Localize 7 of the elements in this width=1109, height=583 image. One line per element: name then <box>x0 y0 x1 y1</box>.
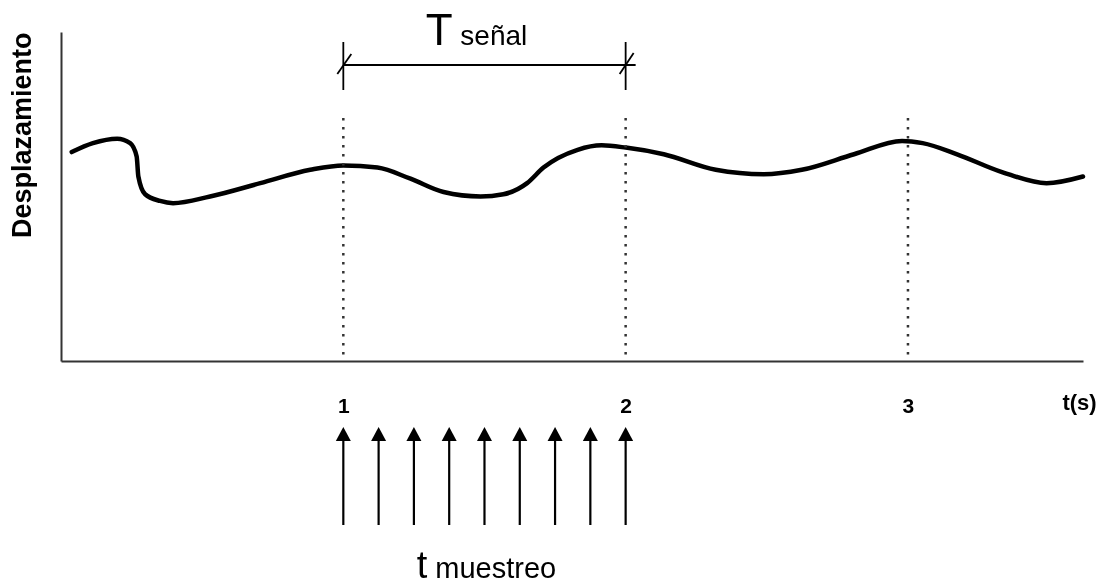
x-tick-label: 1 <box>337 393 350 417</box>
y-axis-title: Desplazamiento <box>6 32 37 239</box>
x-tick-label: 3 <box>902 393 915 417</box>
text: T señal <box>425 5 528 54</box>
text: t muestreo <box>416 544 557 583</box>
x-tick-label: 2 <box>620 393 632 417</box>
x-axis-title: t(s) <box>1062 389 1097 415</box>
